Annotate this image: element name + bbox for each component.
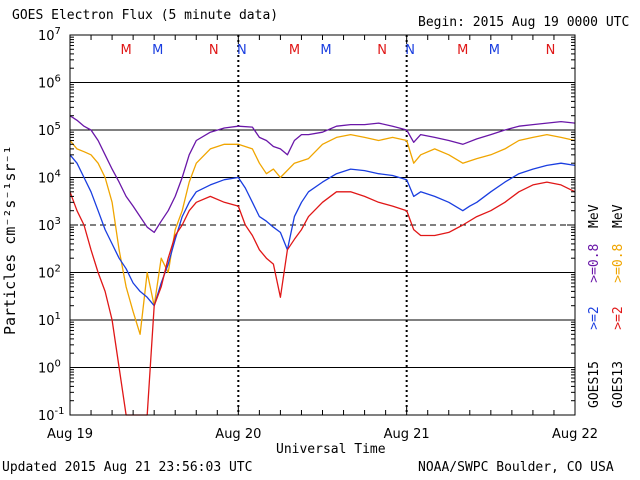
credit-label: NOAA/SWPC Boulder, CO USA xyxy=(418,460,614,475)
y-tick-base: 10 xyxy=(38,124,55,139)
mn-marker: N xyxy=(377,43,387,58)
legend-unit-2: MeV xyxy=(611,204,626,228)
y-tick-exp: 4 xyxy=(55,169,61,180)
mn-marker: M xyxy=(121,43,132,58)
begin-time: Begin: 2015 Aug 19 0000 UTC xyxy=(418,15,630,30)
legend-goes13-label: GOES13 xyxy=(611,361,626,408)
series-lines xyxy=(69,115,576,416)
legend-goes15-label: GOES15 xyxy=(587,361,602,408)
mn-marker: M xyxy=(489,43,500,58)
legend-goes15: GOES15 >=2 >=0.8 MeV xyxy=(587,204,602,408)
mn-marker: M xyxy=(320,43,331,58)
y-tick-label: 104 xyxy=(38,169,61,187)
x-tick-label: Aug 22 xyxy=(552,427,598,442)
y-tick-base: 10 xyxy=(38,314,55,329)
y-tick-exp: 6 xyxy=(55,74,61,85)
mn-marker: N xyxy=(237,43,247,58)
y-tick-label: 102 xyxy=(38,264,61,282)
legend-goes13-gt08: >=0.8 xyxy=(611,243,626,283)
x-tick-label: Aug 19 xyxy=(47,427,93,442)
x-tick-label: Aug 20 xyxy=(215,427,261,442)
y-tick-base: 10 xyxy=(38,172,55,187)
y-tick-base: 10 xyxy=(38,219,55,234)
mn-marker: N xyxy=(546,43,556,58)
y-tick-exp: 0 xyxy=(55,359,61,370)
y-tick-exp: 3 xyxy=(55,216,61,227)
y-tick-base: 10 xyxy=(38,362,55,377)
series-line xyxy=(69,133,576,335)
day-tick-marks xyxy=(237,35,408,415)
chart-title: GOES Electron Flux (5 minute data) xyxy=(12,8,279,23)
y-tick-base: 10 xyxy=(38,267,55,282)
x-axis-title: Universal Time xyxy=(276,442,386,457)
grid-lines xyxy=(70,82,575,368)
y-tick-base: 10 xyxy=(38,409,55,424)
y-tick-label: 10-1 xyxy=(38,406,65,424)
x-tick-label: Aug 21 xyxy=(384,427,430,442)
legend-goes15-gt2: >=2 xyxy=(587,306,602,330)
x-axis-ticks: Aug 19 Aug 20 Aug 21 Aug 22 xyxy=(47,35,598,442)
y-tick-base: 10 xyxy=(38,29,55,44)
y-tick-exp: -1 xyxy=(55,406,65,417)
mn-marker: N xyxy=(209,43,219,58)
y-tick-exp: 1 xyxy=(55,311,61,322)
series-line xyxy=(69,181,576,416)
y-tick-exp: 5 xyxy=(55,121,61,132)
series-line xyxy=(69,115,576,234)
legend-unit-1: MeV xyxy=(587,204,602,228)
y-tick-label: 105 xyxy=(38,121,61,139)
series-line xyxy=(69,154,576,307)
y-axis-title: Particles cm⁻²s⁻¹sr⁻¹ xyxy=(1,145,19,335)
mn-marker: M xyxy=(289,43,300,58)
legend-goes13: GOES13 >=2 >=0.8 MeV xyxy=(611,204,626,408)
y-tick-base: 10 xyxy=(38,77,55,92)
legend-goes15-gt08: >=0.8 xyxy=(587,243,602,283)
y-tick-label: 101 xyxy=(38,311,61,329)
y-tick-label: 106 xyxy=(38,74,61,92)
mn-marker: M xyxy=(152,43,163,58)
mn-marker: M xyxy=(457,43,468,58)
mn-marker: N xyxy=(405,43,415,58)
y-tick-label: 107 xyxy=(38,26,61,44)
y-tick-exp: 7 xyxy=(55,26,61,37)
y-tick-exp: 2 xyxy=(55,264,61,275)
updated-timestamp: Updated 2015 Aug 21 23:56:03 UTC xyxy=(2,460,253,475)
y-tick-label: 100 xyxy=(38,359,61,377)
y-tick-label: 103 xyxy=(38,216,61,234)
legend-goes13-gt2: >=2 xyxy=(611,306,626,330)
